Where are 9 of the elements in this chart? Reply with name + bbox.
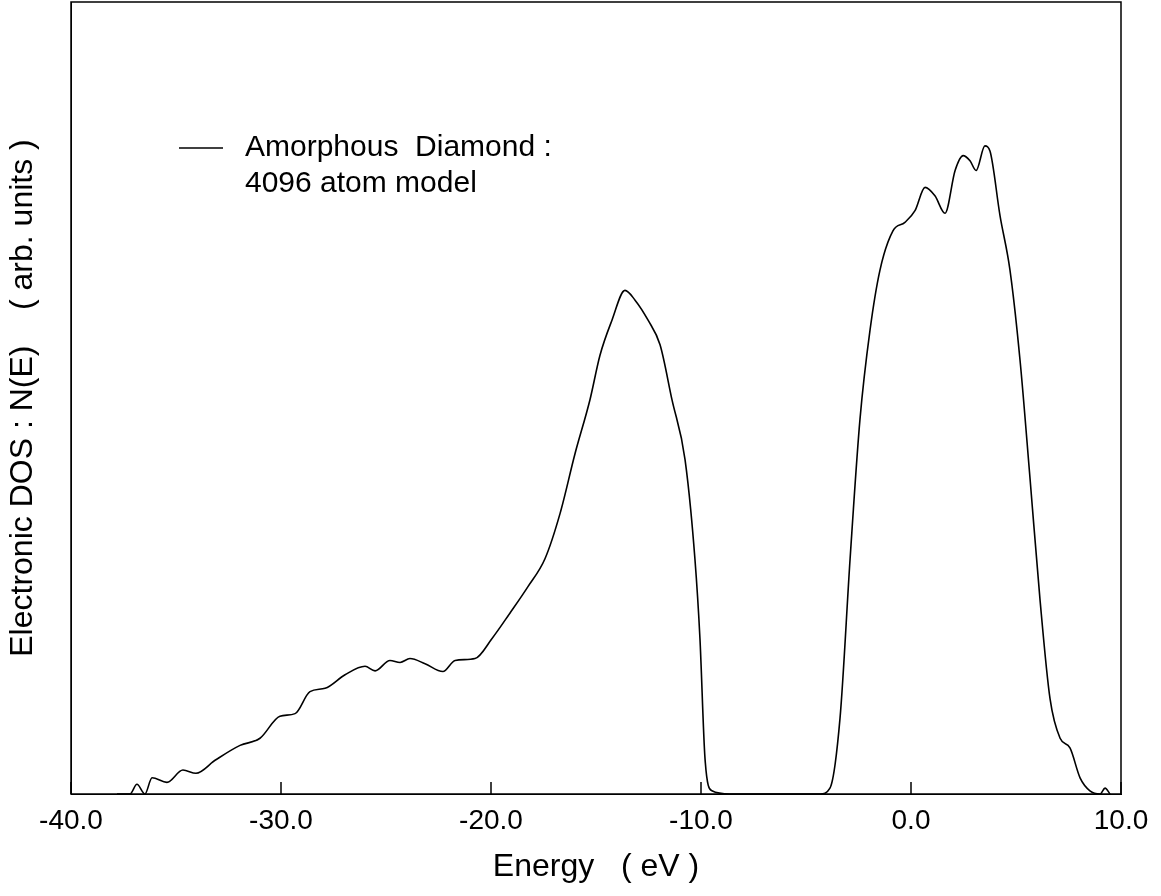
x-tick-label: 10.0 (1093, 803, 1149, 835)
x-tick-label: -20.0 (459, 803, 523, 835)
x-tick-label: 0.0 (891, 803, 931, 835)
y-axis-title: Electronic DOS : N(E) ( arb. units ) (3, 139, 40, 657)
legend-label: Amorphous Diamond : 4096 atom model (245, 129, 552, 199)
x-axis-title: Energy ( eV ) (492, 846, 700, 883)
x-tick-label: -30.0 (249, 803, 313, 835)
x-tick-label: -10.0 (669, 803, 733, 835)
x-tick-label: -40.0 (39, 803, 103, 835)
